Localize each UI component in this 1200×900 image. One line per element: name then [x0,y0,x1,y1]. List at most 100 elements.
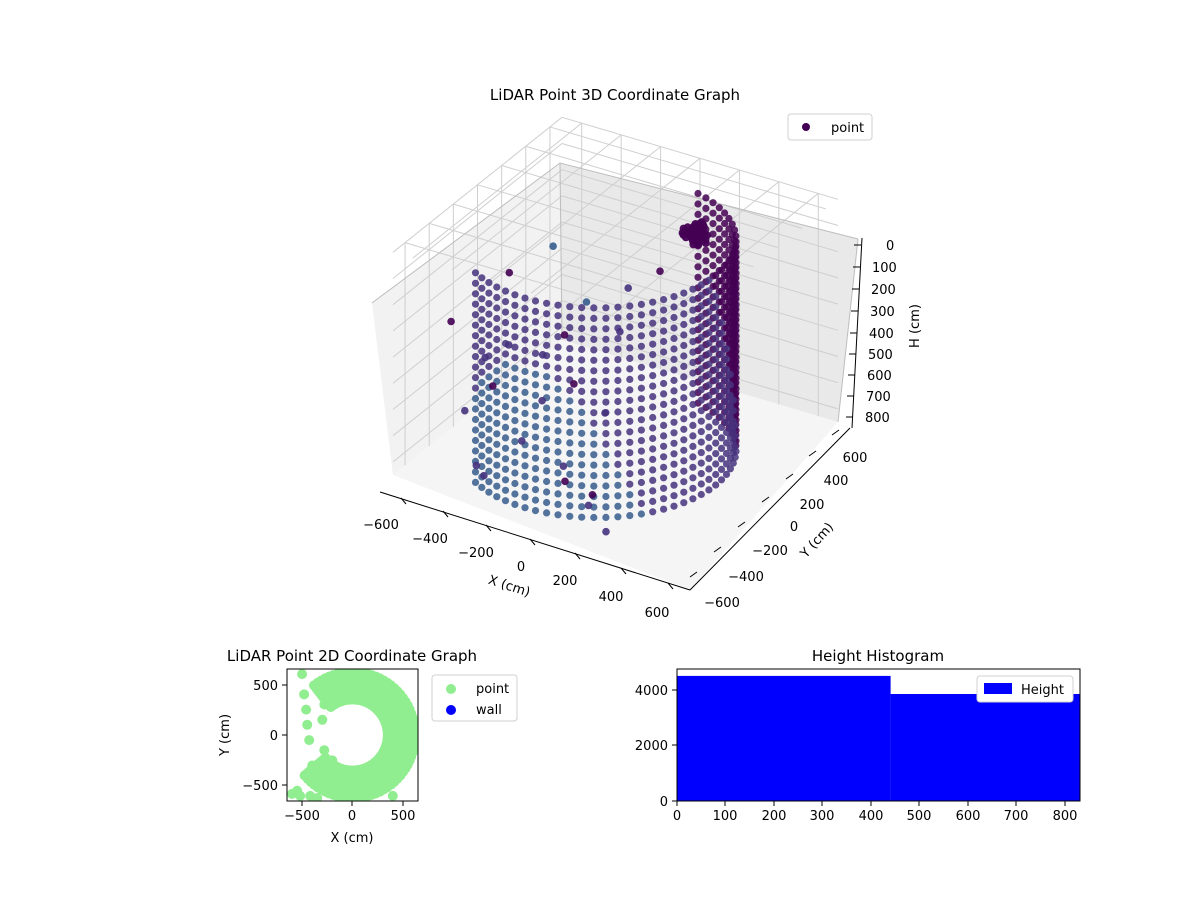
data-point [670,387,678,395]
data-point [697,365,705,373]
data-point [559,462,568,471]
data-point [307,760,318,771]
data-point [485,320,493,329]
data-point [493,356,501,364]
grid-line [392,221,563,358]
data-point [511,406,519,414]
grid-line [525,145,802,229]
data-point [493,440,501,448]
data-point [511,427,519,435]
data-point [590,335,598,343]
data-point [501,298,510,306]
data-point [626,417,634,425]
y-tick [737,521,746,528]
data-point [531,381,540,389]
data-point [670,355,678,363]
data-point [543,299,551,307]
data-point [554,490,562,498]
data-point [614,303,622,311]
data-point [602,314,610,322]
z-tick-label: 200 [871,283,896,298]
data-point [489,382,497,390]
data-point [726,329,735,337]
data-point [637,395,646,403]
data-point [485,404,493,412]
data-point [689,442,697,450]
data-point [478,274,486,282]
data-point [712,418,720,426]
z-tick-label: 100 [872,261,897,276]
data-point [481,353,489,362]
data-point [511,375,519,383]
data-point [614,429,622,437]
data-point [722,418,731,426]
data-point [485,279,493,287]
data-point [722,449,731,458]
data-point [726,360,735,368]
data-point [726,287,735,295]
data-point [626,375,634,383]
data-point [554,500,562,508]
data-point [543,446,551,454]
x-tick-label: 0 [348,809,356,824]
data-point [319,699,330,710]
data-point [637,332,646,340]
data-point [670,460,678,468]
data-point [521,483,529,491]
legend-2d[interactable]: point wall [431,674,518,722]
data-point [614,387,622,395]
data-point [712,334,720,342]
data-point [649,434,657,443]
data-point [705,402,713,410]
data-point [501,371,510,379]
data-point [543,509,551,517]
y-tick [831,429,840,436]
data-point [722,345,731,353]
legend-3d-label: point [831,121,864,136]
data-point [493,461,501,469]
data-point [521,430,529,438]
data-point [531,297,540,305]
pane-right-edge [837,238,859,423]
data-point [521,305,529,313]
data-point [712,366,720,374]
pane-back-edge [559,162,563,341]
data-point [511,396,519,404]
y-tick [713,546,722,553]
data-point [511,448,519,456]
data-point [660,317,668,325]
data-point [471,468,480,476]
data-point [478,347,486,355]
data-point [590,419,598,427]
z-axis-label: H (cm) [908,304,923,348]
data-point [649,497,657,505]
legend-3d[interactable]: point [787,113,873,141]
z-tick-label: 400 [869,327,894,342]
data-point [649,372,657,380]
data-point [511,469,519,477]
data-point [554,448,562,456]
data-point [578,324,586,333]
data-point [531,328,540,336]
data-point [705,360,713,368]
data-point [582,298,591,306]
data-point [660,327,668,335]
data-point [689,317,697,325]
data-point [726,402,735,410]
data-point [689,495,697,503]
data-point [566,345,574,353]
legend-histogram[interactable]: Height [976,675,1074,703]
data-point [543,425,551,433]
data-point [295,790,306,801]
data-point [726,308,735,316]
y-axis-label: Y (cm) [797,520,837,562]
data-point [493,419,501,427]
data-point [602,335,610,343]
y-axis-line [689,427,851,591]
data-point [717,465,726,473]
data-point [717,277,726,285]
data-point [521,336,529,344]
data-point [531,370,540,378]
data-point [299,689,310,700]
data-point [705,318,713,326]
